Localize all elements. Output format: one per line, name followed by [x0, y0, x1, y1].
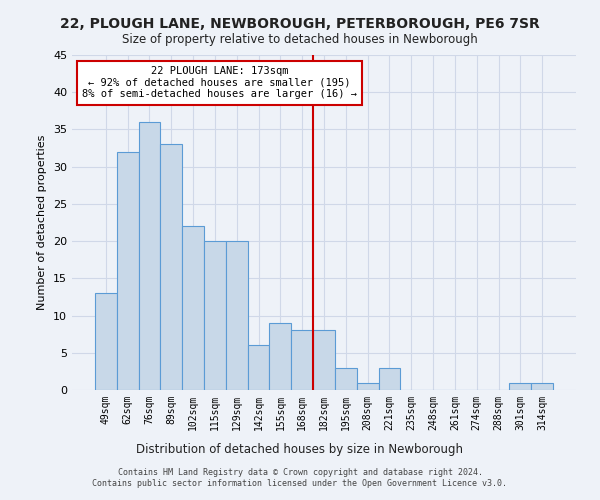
Bar: [313, 330, 335, 390]
Bar: [248, 346, 269, 390]
Bar: [335, 368, 357, 390]
Bar: [531, 382, 553, 390]
Y-axis label: Number of detached properties: Number of detached properties: [37, 135, 47, 310]
Bar: [95, 293, 117, 390]
Bar: [291, 330, 313, 390]
Text: 22, PLOUGH LANE, NEWBOROUGH, PETERBOROUGH, PE6 7SR: 22, PLOUGH LANE, NEWBOROUGH, PETERBOROUG…: [60, 18, 540, 32]
Bar: [182, 226, 204, 390]
Bar: [139, 122, 160, 390]
Bar: [379, 368, 400, 390]
Bar: [269, 323, 291, 390]
Text: Distribution of detached houses by size in Newborough: Distribution of detached houses by size …: [137, 442, 464, 456]
Text: Size of property relative to detached houses in Newborough: Size of property relative to detached ho…: [122, 32, 478, 46]
Bar: [160, 144, 182, 390]
Bar: [204, 241, 226, 390]
Bar: [357, 382, 379, 390]
Text: 22 PLOUGH LANE: 173sqm
← 92% of detached houses are smaller (195)
8% of semi-det: 22 PLOUGH LANE: 173sqm ← 92% of detached…: [82, 66, 357, 100]
Text: Contains HM Land Registry data © Crown copyright and database right 2024.
Contai: Contains HM Land Registry data © Crown c…: [92, 468, 508, 487]
Bar: [226, 241, 248, 390]
Bar: [509, 382, 531, 390]
Bar: [117, 152, 139, 390]
